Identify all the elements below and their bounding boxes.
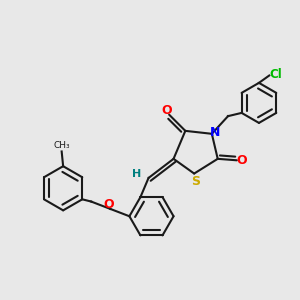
Text: Cl: Cl <box>269 68 282 80</box>
Text: S: S <box>191 175 200 188</box>
Text: O: O <box>161 104 172 117</box>
Text: O: O <box>103 198 114 211</box>
Text: N: N <box>210 126 220 140</box>
Text: O: O <box>237 154 248 167</box>
Text: H: H <box>131 169 141 179</box>
Text: CH₃: CH₃ <box>53 141 70 150</box>
